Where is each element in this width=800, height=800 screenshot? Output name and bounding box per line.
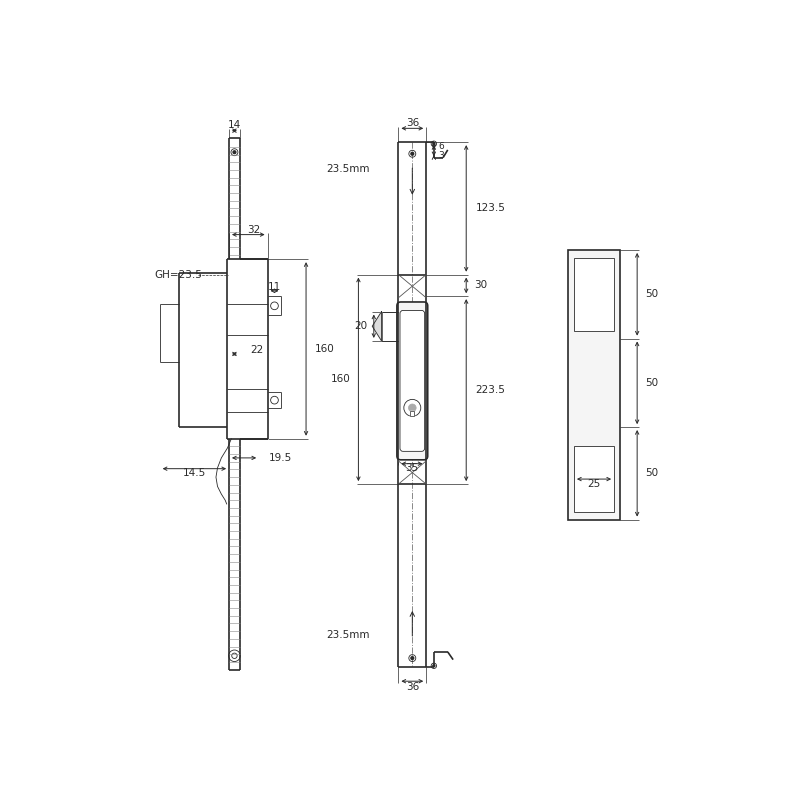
Text: 11: 11 [268,282,281,292]
Bar [410,411,414,416]
Text: 14: 14 [228,120,241,130]
Circle shape [433,142,435,145]
Text: 22: 22 [250,345,263,355]
Circle shape [411,657,414,659]
Text: 23.5mm: 23.5mm [326,164,370,174]
Circle shape [411,152,414,155]
Bar [574,446,614,512]
Polygon shape [372,311,382,341]
Text: 32: 32 [247,225,260,235]
Text: 6: 6 [438,142,444,151]
Text: 160: 160 [331,374,350,384]
Text: 23.5mm: 23.5mm [326,630,370,640]
Text: 3: 3 [438,150,444,160]
Circle shape [433,665,435,667]
Text: 50: 50 [645,290,658,299]
Circle shape [409,404,416,412]
Text: 30: 30 [474,281,487,290]
Text: GH=23.5: GH=23.5 [154,270,202,280]
Text: 50: 50 [645,378,658,388]
Text: 20: 20 [354,322,368,331]
Circle shape [233,151,236,154]
Bar [410,411,414,416]
Text: 36: 36 [406,682,419,691]
Bar [568,250,620,519]
Text: 223.5: 223.5 [475,385,506,395]
Bar [574,258,614,331]
Text: 36: 36 [406,118,419,128]
Text: 160: 160 [315,344,335,354]
Text: 14.5: 14.5 [182,468,206,478]
Text: 35: 35 [405,463,418,474]
FancyBboxPatch shape [400,310,425,451]
FancyBboxPatch shape [397,302,428,460]
Text: 19.5: 19.5 [269,453,292,463]
Text: 123.5: 123.5 [475,203,506,214]
Text: 50: 50 [645,468,658,478]
Text: 25: 25 [587,479,601,490]
